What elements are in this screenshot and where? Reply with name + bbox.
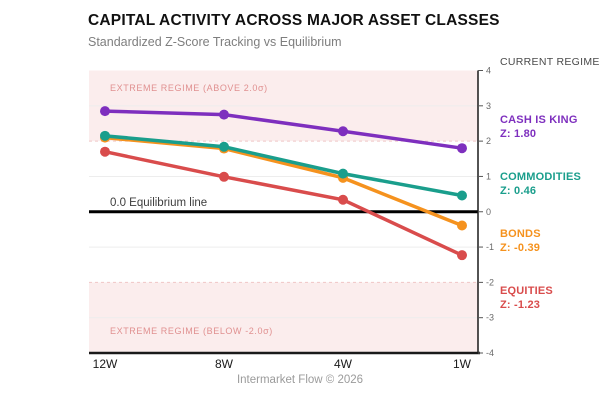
legend-item-bonds: BONDS Z: -0.39 — [500, 227, 541, 255]
data-point-commodities-4w — [338, 168, 348, 179]
y-tick-label: 1 — [486, 171, 491, 181]
legend-series-zscore: Z: -1.23 — [500, 299, 541, 311]
source-credit: Intermarket Flow © 2026 — [236, 374, 364, 386]
y-tick-label: 2 — [486, 136, 491, 146]
data-point-cash-is-king-8w — [219, 109, 229, 120]
y-tick-label: -4 — [486, 348, 494, 358]
chart-subtitle: Standardized Z-Score Tracking vs Equilib… — [88, 35, 342, 49]
legend-series-zscore: Z: -0.39 — [500, 242, 541, 254]
data-point-commodities-12w — [100, 130, 110, 141]
data-point-equities-8w — [219, 171, 229, 182]
data-point-commodities-8w — [219, 141, 229, 152]
legend-item-commodities: COMMODITIES Z: 0.46 — [500, 170, 581, 198]
y-tick-label: -3 — [486, 313, 494, 323]
y-tick-label: 0 — [486, 207, 491, 217]
data-point-commodities-1w — [457, 190, 467, 201]
x-tick-label: 1W — [453, 357, 472, 371]
data-point-cash-is-king-4w — [338, 126, 348, 137]
series-line-commodities — [103, 134, 464, 198]
legend-series-zscore: Z: 0.46 — [500, 185, 537, 197]
series-line-equities — [103, 149, 464, 257]
legend-series-name: CASH IS KING — [500, 114, 578, 126]
legend-title: CURRENT REGIME — [500, 56, 600, 68]
y-tick-label: 4 — [486, 66, 491, 76]
legend-item-cash-is-king: CASH IS KING Z: 1.80 — [500, 113, 578, 141]
x-tick-label: 4W — [334, 357, 353, 371]
legend-series-name: BONDS — [500, 228, 541, 240]
series-line-cash-is-king — [103, 109, 464, 150]
y-tick-label: -2 — [486, 277, 494, 287]
data-point-bonds-1w — [457, 220, 467, 231]
data-point-equities-1w — [457, 250, 467, 261]
chart-title: CAPITAL ACTIVITY ACROSS MAJOR ASSET CLAS… — [88, 12, 500, 29]
data-point-equities-12w — [100, 146, 110, 157]
legend-series-name: COMMODITIES — [500, 171, 582, 183]
data-point-cash-is-king-12w — [100, 106, 110, 117]
data-point-equities-4w — [338, 194, 348, 205]
lower-band-label: EXTREME REGIME (BELOW -2.0σ) — [110, 326, 273, 336]
y-tick-label: -1 — [486, 242, 494, 252]
data-point-cash-is-king-1w — [457, 143, 467, 154]
legend-series-zscore: Z: 1.80 — [500, 128, 537, 140]
equilibrium-label: 0.0 Equilibrium line — [110, 197, 207, 209]
legend-series-name: EQUITIES — [500, 285, 553, 297]
y-tick-label: 3 — [486, 101, 491, 111]
series-line-bonds — [103, 135, 464, 228]
x-tick-label: 8W — [215, 357, 234, 371]
legend-item-equities: EQUITIES Z: -1.23 — [500, 284, 553, 312]
x-tick-label: 12W — [93, 357, 118, 371]
upper-band-label: EXTREME REGIME (ABOVE 2.0σ) — [110, 83, 268, 93]
